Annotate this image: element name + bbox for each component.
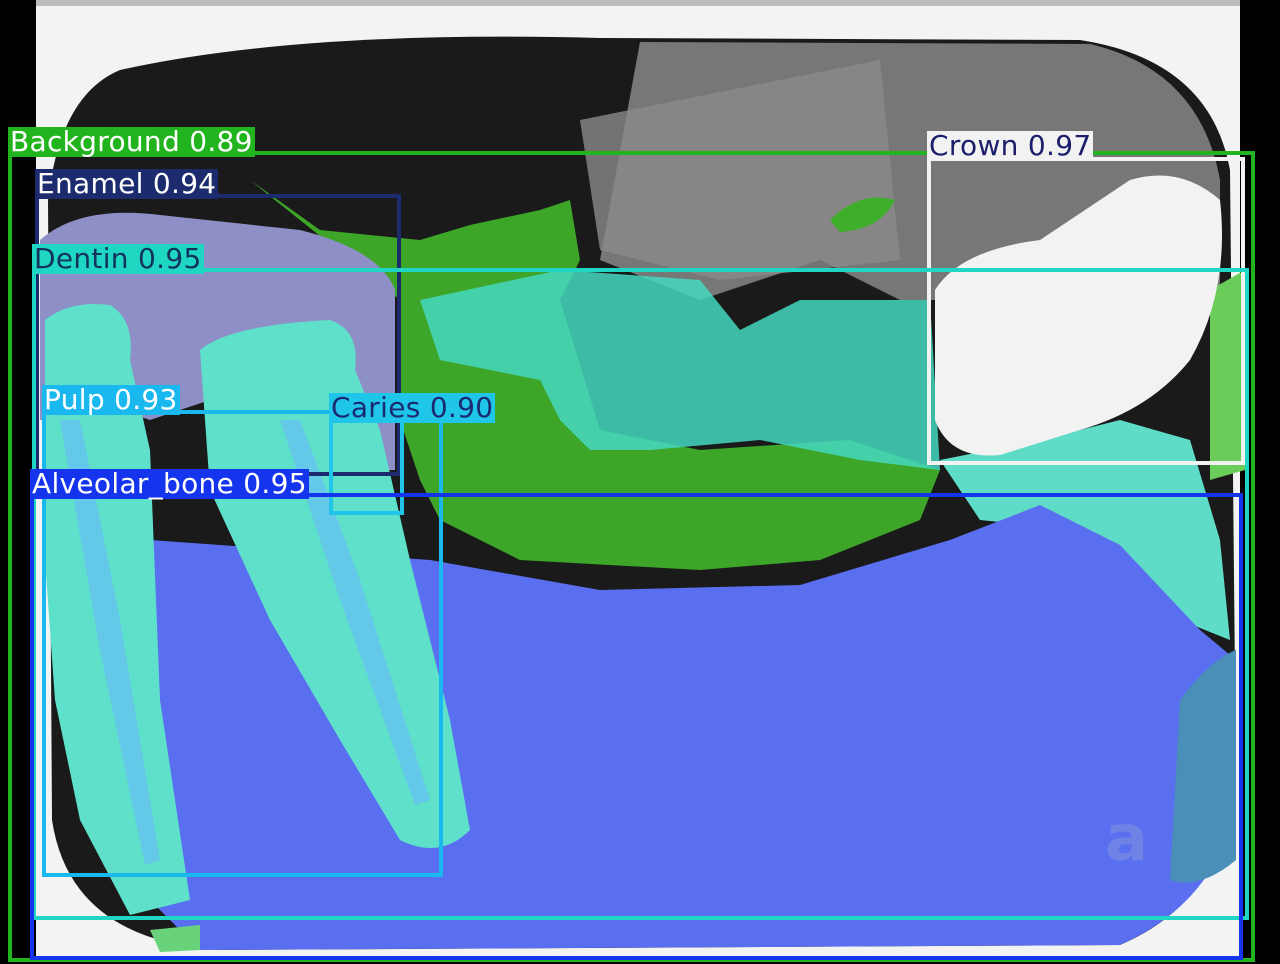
crown-region [935, 175, 1222, 456]
detection-label-caries: Caries 0.90 [329, 391, 496, 424]
detection-label-crown: Crown 0.97 [927, 129, 1094, 162]
watermark: a [1105, 802, 1148, 876]
top-strip [36, 0, 1240, 6]
dentin-mask-middle [420, 270, 940, 470]
detection-label-dentin: Dentin 0.95 [32, 242, 204, 275]
pulp-canal-right [280, 420, 430, 805]
alveolar-bone-right-patch [1170, 650, 1236, 883]
pulp-canal-left [60, 420, 160, 865]
background-mask-right [1210, 270, 1245, 480]
xray-gray-upper-mid [580, 60, 900, 280]
detection-label-background: Background 0.89 [8, 125, 255, 158]
background-mask-bottom [150, 925, 200, 952]
background-mask [250, 180, 940, 570]
detection-label-alveolar-bone: Alveolar_bone 0.95 [30, 467, 309, 500]
detection-label-enamel: Enamel 0.94 [35, 167, 219, 200]
background-mask-small [830, 197, 895, 232]
detection-label-pulp: Pulp 0.93 [42, 383, 180, 416]
